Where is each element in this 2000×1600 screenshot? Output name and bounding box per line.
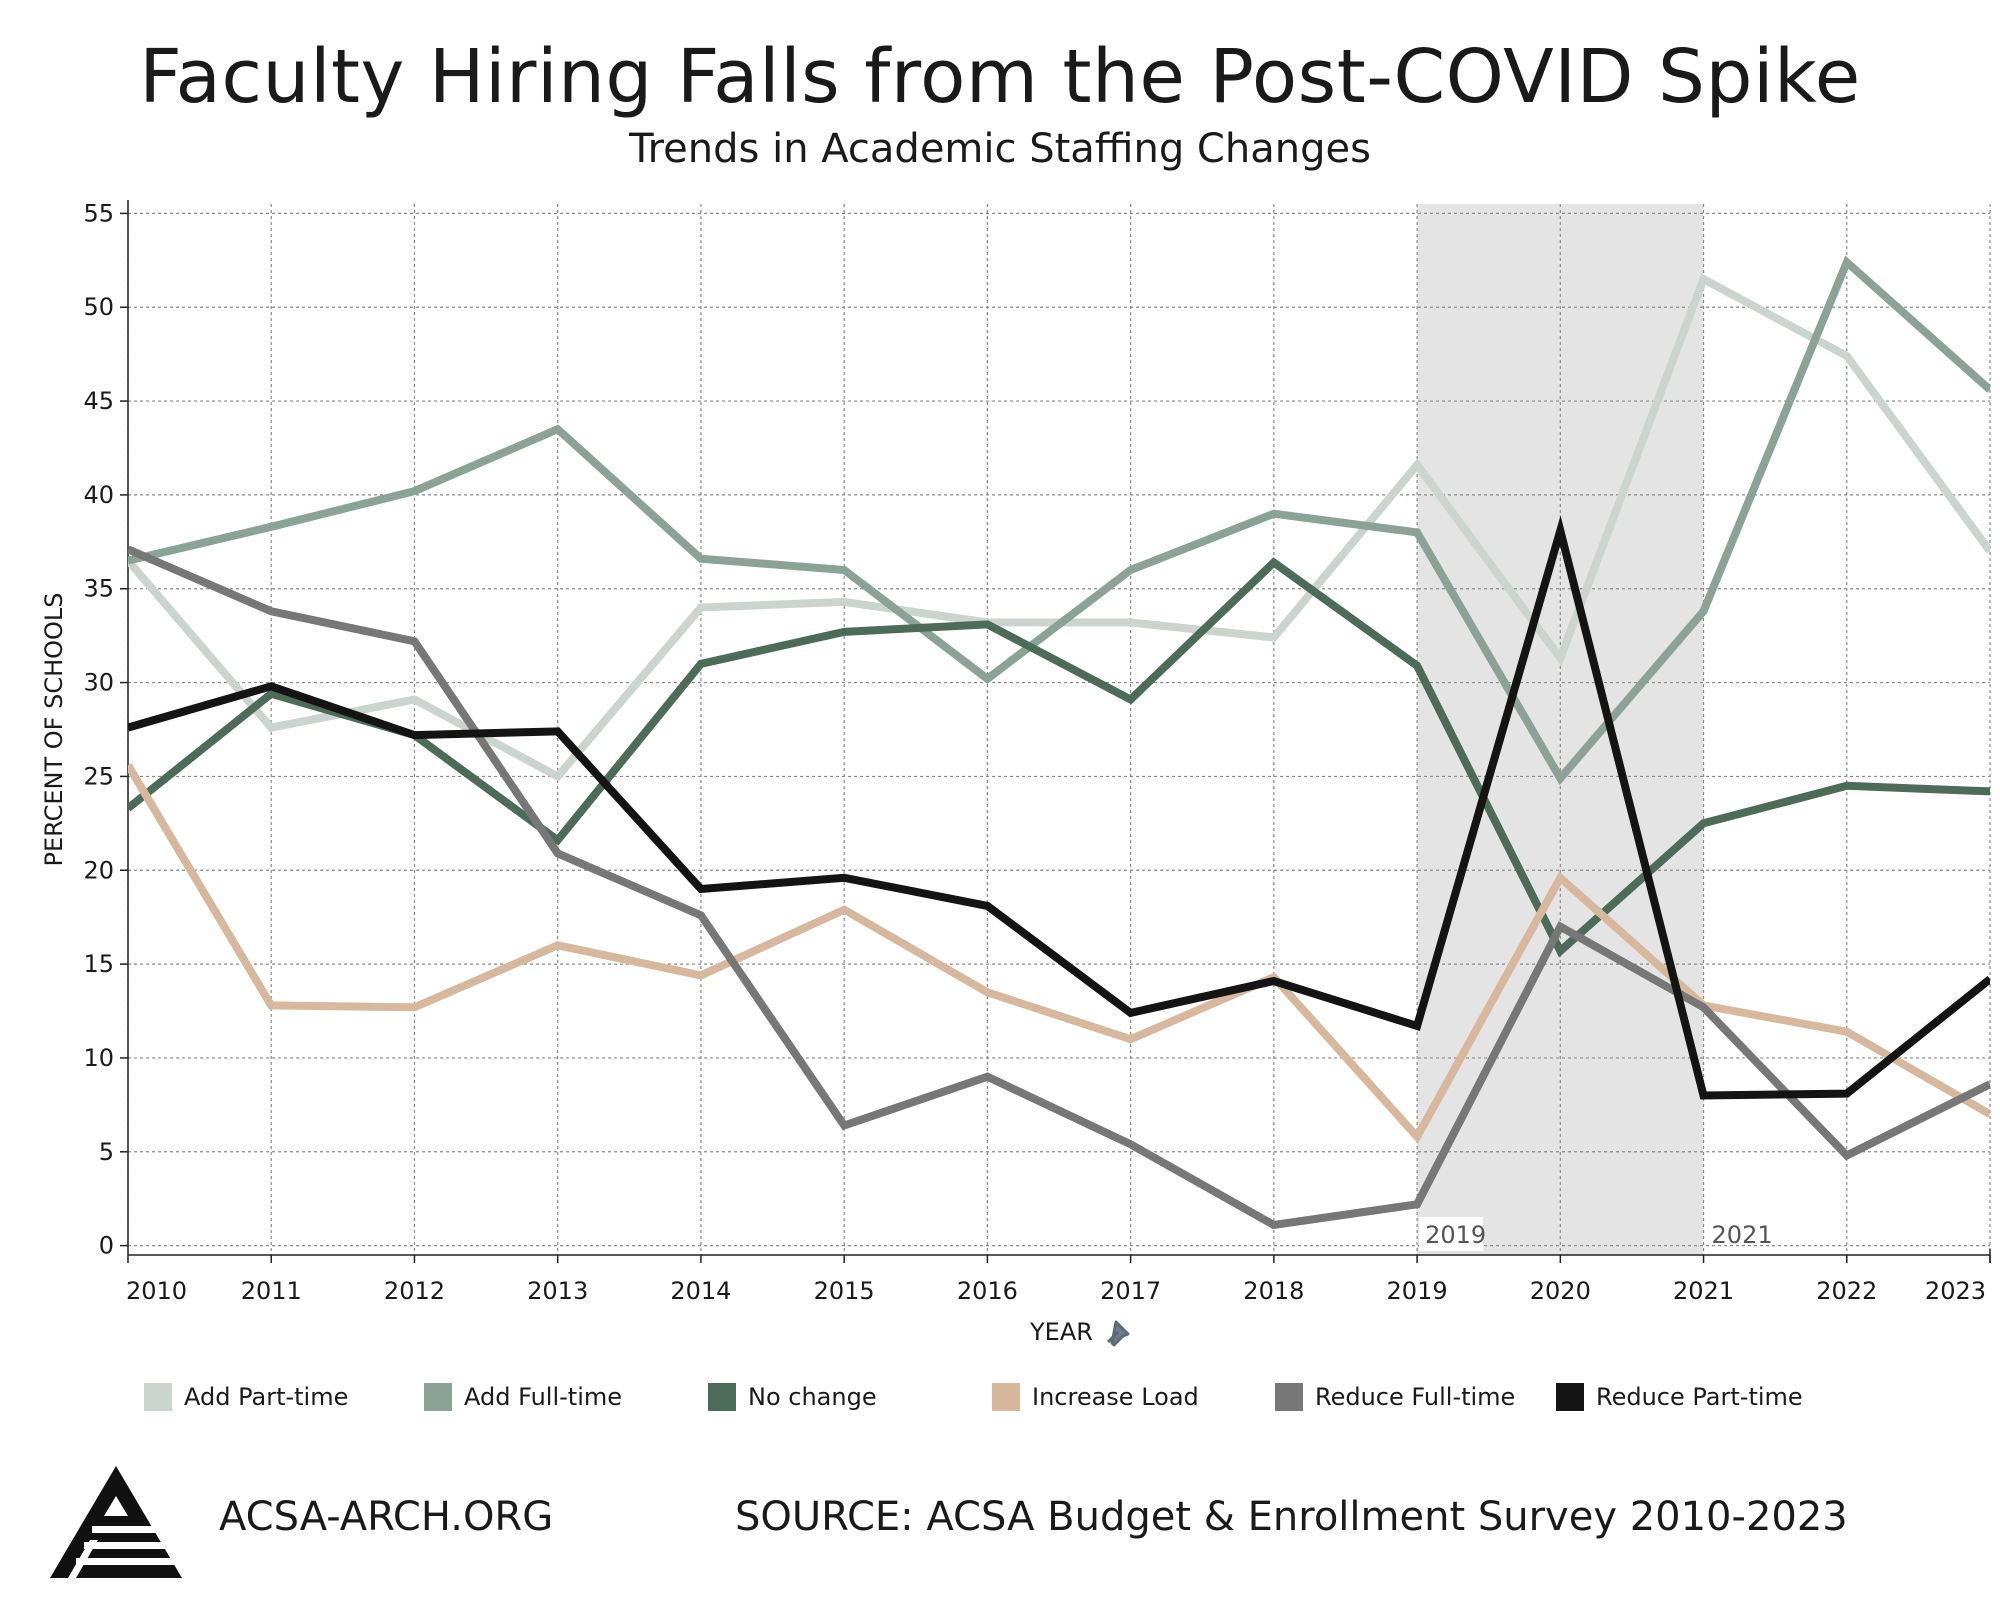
x-tick-label: 2013	[527, 1277, 588, 1305]
legend-label: Reduce Part-time	[1596, 1383, 1803, 1411]
legend-item: No change	[708, 1377, 877, 1417]
x-tick-label: 2023	[1925, 1277, 1986, 1305]
series-line-add-part-time	[128, 273, 1990, 782]
chart-subtitle: Trends in Academic Staffing Changes	[629, 126, 1371, 172]
y-tick-label: 5	[99, 1138, 114, 1166]
legend-item: Reduce Full-time	[1275, 1377, 1515, 1417]
acsa-logo-icon	[50, 1466, 186, 1578]
y-tick-label: 30	[83, 669, 114, 697]
pin-icon	[1106, 1320, 1130, 1347]
series-line-reduce-full-time	[128, 545, 1990, 1230]
x-tick-label: 2018	[1243, 1277, 1304, 1305]
legend-swatch	[144, 1383, 172, 1411]
legend-label: No change	[748, 1383, 877, 1411]
legend-swatch	[424, 1383, 452, 1411]
legend-item: Increase Load	[992, 1377, 1199, 1417]
legend-swatch	[992, 1383, 1020, 1411]
x-tick-label: 2021	[1673, 1277, 1734, 1305]
x-tick-label: 2010	[126, 1277, 187, 1305]
series-line-reduce-part-time	[128, 515, 1990, 1100]
y-tick-label: 40	[83, 481, 114, 509]
legend-swatch	[708, 1383, 736, 1411]
chart-legend: Add Part-time Add Full-time No change Incre…	[0, 1377, 2000, 1417]
y-tick-label: 20	[83, 856, 114, 884]
legend-label: Reduce Full-time	[1315, 1383, 1516, 1411]
y-tick-label: 55	[83, 199, 114, 227]
legend-item: Reduce Part-time	[1556, 1377, 1803, 1417]
x-tick-label: 2016	[957, 1277, 1018, 1305]
footer-source: SOURCE: ACSA Budget & Enrollment Survey …	[735, 1494, 1848, 1540]
y-tick-label: 0	[99, 1232, 114, 1260]
x-tick-label: 2017	[1100, 1277, 1161, 1305]
x-tick-label: 2022	[1816, 1277, 1877, 1305]
y-tick-label: 10	[83, 1044, 114, 1072]
y-tick-label: 50	[83, 293, 114, 321]
legend-item: Add Full-time	[424, 1377, 622, 1417]
x-tick-label: 2019	[1387, 1277, 1448, 1305]
series-line-increase-load	[128, 763, 1990, 1144]
y-axis-title: PERCENT OF SCHOOLS	[40, 592, 68, 866]
legend-label: Add Full-time	[464, 1383, 623, 1411]
chart-title: Faculty Hiring Falls from the Post-COVID…	[139, 34, 1861, 120]
shaded-label-bg	[1419, 1217, 1484, 1251]
x-axis-title: YEAR	[1029, 1318, 1093, 1346]
line-chart: 0 5 10 15 20 25 30 35 40 45 50 55 2010 2011 2012 2013 20…	[40, 199, 1991, 1347]
series-line-no-change	[128, 557, 1990, 958]
y-tick-label: 25	[83, 762, 114, 790]
shaded-region-label: 2021	[1712, 1221, 1773, 1249]
x-tick-label: 2012	[384, 1277, 445, 1305]
legend-item: Add Part-time	[144, 1377, 348, 1417]
shaded-region-label: 2019	[1425, 1221, 1486, 1249]
footer-url[interactable]: ACSA-ARCH.ORG	[219, 1494, 554, 1540]
x-tick-label: 2011	[241, 1277, 302, 1305]
y-tick-label: 35	[83, 575, 114, 603]
x-tick-label: 2015	[814, 1277, 875, 1305]
legend-swatch	[1275, 1383, 1303, 1411]
legend-label: Add Part-time	[184, 1383, 349, 1411]
legend-label: Increase Load	[1032, 1383, 1199, 1411]
legend-swatch	[1556, 1383, 1584, 1411]
x-tick-label: 2014	[670, 1277, 731, 1305]
y-tick-label: 15	[83, 950, 114, 978]
x-tick-label: 2020	[1530, 1277, 1591, 1305]
series-line-add-full-time	[128, 255, 1990, 786]
y-tick-label: 45	[83, 387, 114, 415]
